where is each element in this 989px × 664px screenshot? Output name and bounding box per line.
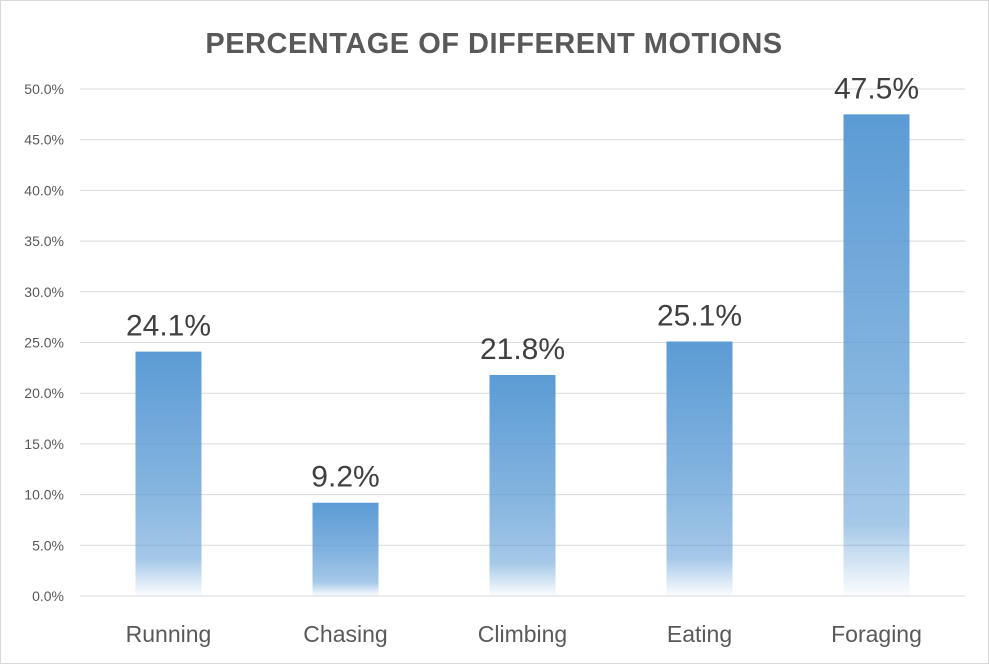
bar-foraging	[843, 114, 910, 596]
data-label-climbing: 21.8%	[480, 333, 565, 366]
x-tick-label: Foraging	[831, 621, 922, 647]
y-tick-label: 45.0%	[24, 132, 64, 148]
data-label-foraging: 47.5%	[834, 72, 919, 105]
data-label-chasing: 9.2%	[311, 461, 379, 494]
bar-running	[135, 351, 202, 596]
x-tick-label: Running	[126, 621, 212, 647]
bar-chasing	[312, 502, 379, 596]
y-tick-label: 35.0%	[24, 233, 64, 249]
data-label-running: 24.1%	[126, 310, 211, 343]
bar-eating	[666, 341, 733, 596]
y-tick-label: 40.0%	[24, 182, 64, 198]
chart-title: PERCENTAGE OF DIFFERENT MOTIONS	[205, 28, 782, 60]
x-tick-label: Chasing	[303, 621, 387, 647]
y-tick-label: 5.0%	[32, 537, 64, 553]
x-tick-label: Eating	[667, 621, 732, 647]
y-tick-label: 10.0%	[24, 487, 64, 503]
y-tick-label: 20.0%	[24, 385, 64, 401]
y-tick-label: 25.0%	[24, 335, 64, 351]
x-tick-label: Climbing	[478, 621, 567, 647]
y-tick-label: 30.0%	[24, 284, 64, 300]
y-tick-label: 15.0%	[24, 436, 64, 452]
y-tick-label: 0.0%	[32, 588, 64, 604]
bar-climbing	[489, 374, 556, 596]
y-tick-label: 50.0%	[24, 81, 64, 97]
data-label-eating: 25.1%	[657, 299, 742, 332]
